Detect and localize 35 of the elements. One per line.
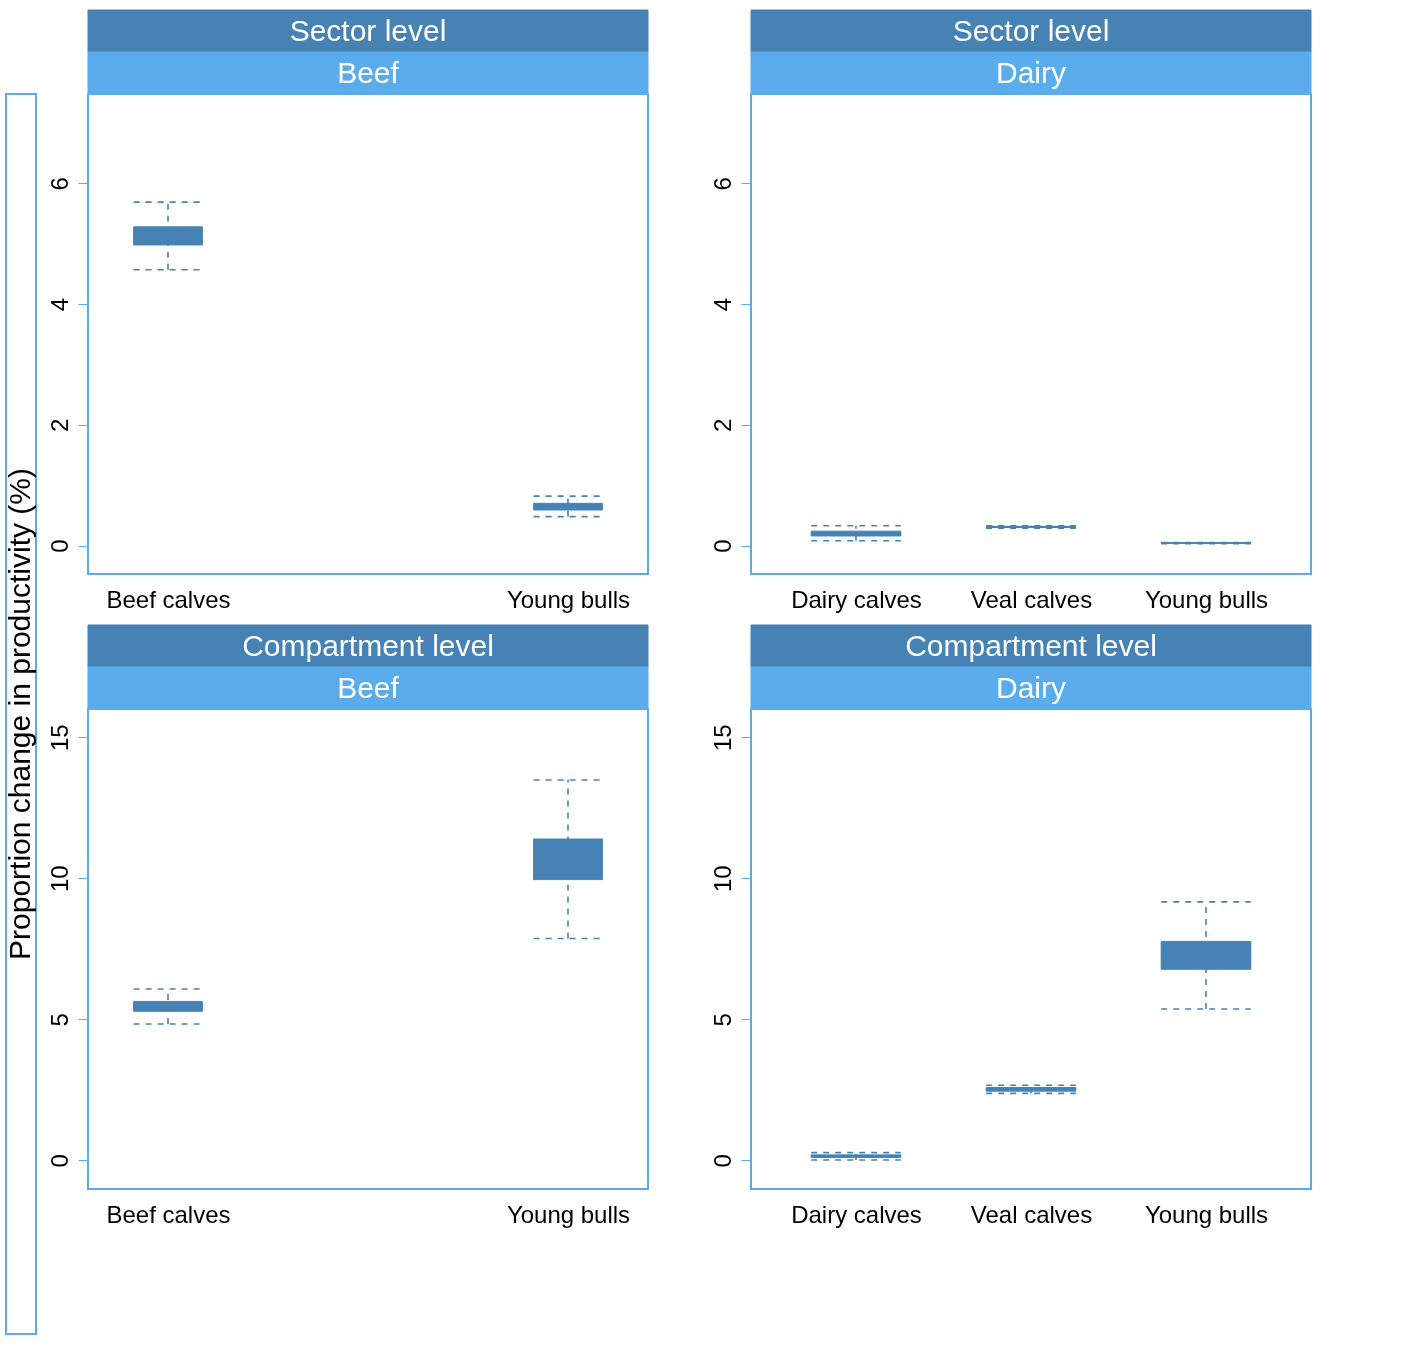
y-tick-label: 6 [708,177,736,191]
x-tick-label: Beef calves [106,1200,231,1228]
y-tick-label: 0 [708,1154,736,1168]
y-tick-label: 6 [45,177,73,191]
y-tick-label: 4 [45,297,73,312]
x-tick-label: Beef calves [106,585,231,613]
chart-title: Compartment level [905,629,1157,662]
x-tick-label: Young bulls [506,1200,631,1228]
chart-title: Sector level [952,14,1110,47]
x-tick-label: Veal calves [970,585,1093,613]
x-tick-label: Veal calves [970,1200,1093,1228]
y-axis-title: Proportion change in productivity (%) [3,468,36,960]
y-tick-label: 4 [708,297,736,312]
x-tick-label: Dairy calves [791,585,922,613]
chart-subtitle: Beef [337,55,400,89]
chart-subtitle: Dairy [995,55,1067,89]
chart-subtitle: Dairy [995,670,1067,704]
chart-title: Sector level [289,14,447,47]
x-tick-label: Young bulls [1144,1200,1269,1228]
y-tick-label: 5 [45,1013,73,1027]
chart-subtitle: Beef [337,670,400,704]
x-tick-label: Young bulls [1144,585,1269,613]
y-tick-label: 10 [708,865,736,893]
y-tick-label: 2 [708,418,736,433]
y-tick-label: 15 [45,724,73,752]
x-tick-label: Young bulls [506,585,631,613]
x-tick-label: Dairy calves [791,1200,922,1228]
y-tick-label: 5 [708,1013,736,1027]
y-tick-label: 0 [708,539,736,553]
chart-title: Compartment level [242,629,494,662]
y-tick-label: 2 [45,418,73,433]
y-tick-label: 0 [45,1154,73,1168]
y-tick-label: 10 [45,865,73,893]
y-tick-label: 15 [708,724,736,752]
y-tick-label: 0 [45,539,73,553]
